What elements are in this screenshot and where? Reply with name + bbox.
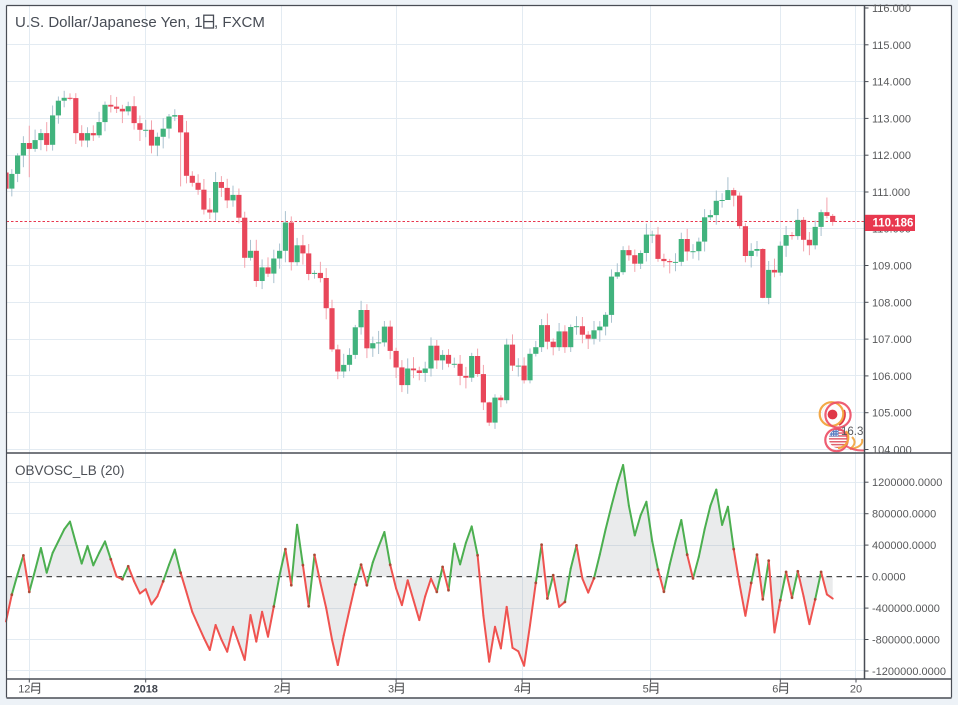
svg-text:-400000.0000: -400000.0000 [872, 603, 940, 615]
svg-text:400000.0000: 400000.0000 [872, 540, 936, 552]
svg-text:6: 6 [772, 684, 778, 696]
svg-text:0.0000: 0.0000 [872, 572, 906, 584]
svg-text:OBVOSC_LB (20): OBVOSC_LB (20) [15, 463, 125, 478]
svg-text:105.000: 105.000 [872, 408, 912, 420]
svg-text:115.000: 115.000 [872, 40, 911, 52]
svg-text:20: 20 [850, 684, 862, 696]
svg-text:800000.0000: 800000.0000 [872, 509, 936, 521]
svg-text:12: 12 [18, 684, 30, 696]
svg-text:1200000.0000: 1200000.0000 [872, 477, 942, 489]
svg-text:-800000.0000: -800000.0000 [872, 635, 940, 647]
svg-text:107.000: 107.000 [872, 334, 912, 346]
svg-text:106.000: 106.000 [872, 371, 912, 383]
svg-text:4: 4 [514, 684, 520, 696]
svg-text:113.000: 113.000 [872, 113, 911, 125]
svg-text:108.000: 108.000 [872, 297, 912, 309]
svg-text:2018: 2018 [133, 684, 157, 696]
svg-text:116.000: 116.000 [872, 3, 911, 15]
svg-text:U.S. Dollar/Japanese Yen, 1: U.S. Dollar/Japanese Yen, 1 [15, 14, 203, 31]
svg-text:3: 3 [388, 684, 394, 696]
svg-text:110.186: 110.186 [873, 218, 914, 230]
svg-text:111.000: 111.000 [872, 187, 910, 199]
svg-text:16.31: 16.31 [841, 426, 870, 438]
svg-text:5: 5 [643, 684, 649, 696]
svg-text:, FXCM: , FXCM [214, 14, 265, 31]
svg-text:104.000: 104.000 [872, 445, 912, 457]
svg-text:-1200000.0000: -1200000.0000 [872, 666, 946, 678]
svg-text:112.000: 112.000 [872, 150, 911, 162]
svg-text:109.000: 109.000 [872, 261, 912, 273]
svg-text:2: 2 [274, 684, 280, 696]
svg-text:114.000: 114.000 [872, 77, 911, 89]
